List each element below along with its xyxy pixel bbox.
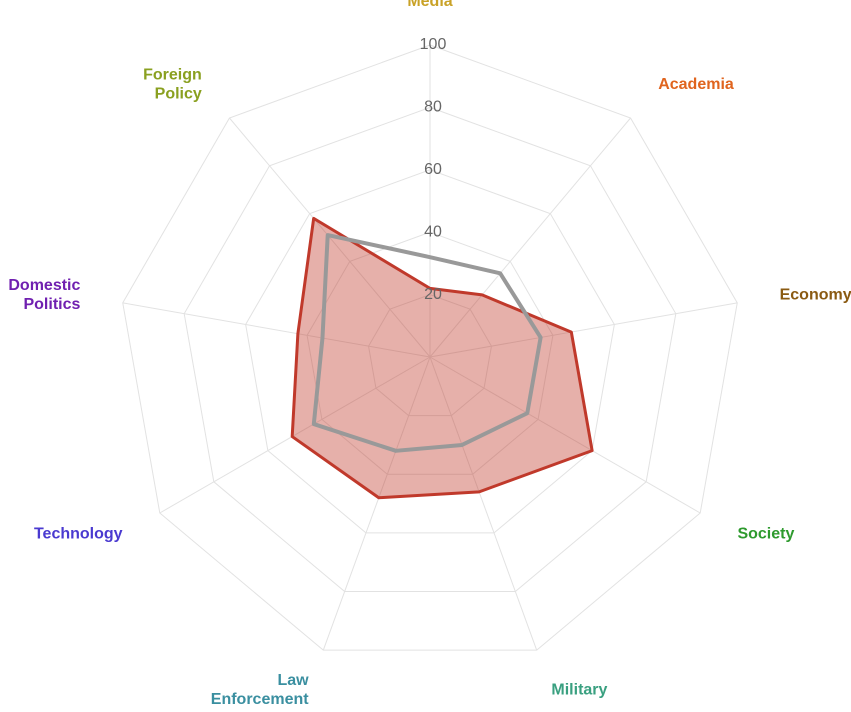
grid-ring <box>368 294 492 417</box>
grid-ring <box>245 169 615 534</box>
category-label-line: Society <box>737 526 794 543</box>
spoke <box>159 356 431 514</box>
category-label: Academia <box>658 76 734 93</box>
category-label-line: Policy <box>155 86 202 103</box>
category-label: Economy <box>780 287 851 304</box>
category-label-line: Politics <box>23 296 80 313</box>
category-label: Military <box>551 682 607 699</box>
category-label: Domestic Politics <box>8 277 80 313</box>
r-tick-label: 20 <box>424 286 442 303</box>
category-label-line: Law <box>277 672 309 689</box>
grid-ring <box>183 106 677 593</box>
category-label-line: Foreign <box>143 67 202 84</box>
category-label: Media <box>407 0 452 10</box>
category-label: Law Enforcement <box>211 672 309 708</box>
spoke <box>322 356 431 651</box>
grid-ring <box>122 44 738 651</box>
category-label-line: Military <box>551 682 607 699</box>
spoke <box>429 356 538 651</box>
r-tick-label: 60 <box>424 161 442 178</box>
r-tick-label: 100 <box>420 36 447 53</box>
spoke <box>429 302 738 358</box>
spoke <box>429 356 701 514</box>
category-label-line: Media <box>407 0 452 10</box>
spoke <box>429 117 631 358</box>
category-label: Technology <box>34 526 123 543</box>
grid-ring <box>306 231 554 475</box>
category-label-line: Academia <box>658 76 734 93</box>
category-label-line: Economy <box>780 287 851 304</box>
category-label: Foreign Policy <box>143 67 202 103</box>
category-label-line: Technology <box>34 526 123 543</box>
r-tick-label: 80 <box>424 99 442 116</box>
category-label-line: Domestic <box>8 277 80 294</box>
spoke <box>122 302 431 358</box>
series-area <box>311 233 543 453</box>
category-label: Society <box>737 526 794 543</box>
r-tick-label: 40 <box>424 223 442 240</box>
category-label-line: Enforcement <box>211 691 309 708</box>
